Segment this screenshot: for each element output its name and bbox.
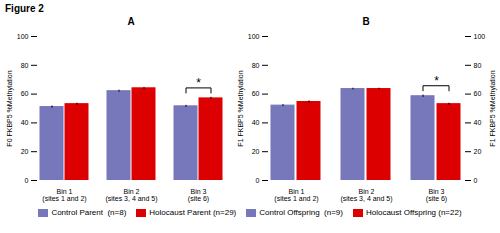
svg-text:Bin 3(site 6): Bin 3(site 6) [188,188,209,203]
html-text:A: A [127,16,135,27]
html-text:B: B [362,16,370,27]
svg-text:100: 100 [17,33,29,40]
html-text:Control Offspring (n=9): Control Offspring (n=9) [259,208,343,217]
svg-text:20: 20 [21,148,29,155]
svg-text:Bin 2(sites 3, 4 and 5): Bin 2(sites 3, 4 and 5) [105,188,157,203]
svg-text:40: 40 [21,119,29,126]
svg-text:40: 40 [252,119,260,126]
svg-text:Bin 1(sites 1 and 2): Bin 1(sites 1 and 2) [274,188,318,203]
svg-text:20: 20 [252,148,260,155]
svg-text:100: 100 [474,33,486,40]
html-text:Control Parent (n=8): Control Parent (n=8) [51,208,127,217]
svg-text:Bin 2(sites 3, 4 and 5): Bin 2(sites 3, 4 and 5) [340,188,392,203]
svg-text:*: * [434,74,439,88]
svg-text:60: 60 [21,90,29,97]
html-text:Figure 2: Figure 2 [5,3,44,14]
svg-text:40: 40 [474,119,482,126]
svg-text:0: 0 [474,177,478,184]
svg-text:100: 100 [248,33,260,40]
svg-text:60: 60 [252,90,260,97]
html-text:Holocaust Offspring (n=22): Holocaust Offspring (n=22) [365,208,462,217]
svg-text:20: 20 [474,148,482,155]
svg-text:Bin 1(sites 1 and 2): Bin 1(sites 1 and 2) [42,188,86,203]
svg-text:80: 80 [21,62,29,69]
svg-text:80: 80 [474,62,482,69]
svg-text:0: 0 [25,177,29,184]
svg-text:60: 60 [474,90,482,97]
svg-text:F1 FKBP5 %Methylation: F1 FKBP5 %Methylation [489,70,497,146]
html-text:Holocaust Parent (n=29): Holocaust Parent (n=29) [149,208,237,217]
svg-text:F0 FKBP5 %Methylation: F0 FKBP5 %Methylation [6,70,14,146]
svg-text:F1 FKBP5 %Methylation: F1 FKBP5 %Methylation [237,70,245,146]
svg-text:80: 80 [252,62,260,69]
svg-text:*: * [196,76,201,90]
svg-text:Bin 3(site 6): Bin 3(site 6) [426,188,447,203]
svg-text:0: 0 [256,177,260,184]
